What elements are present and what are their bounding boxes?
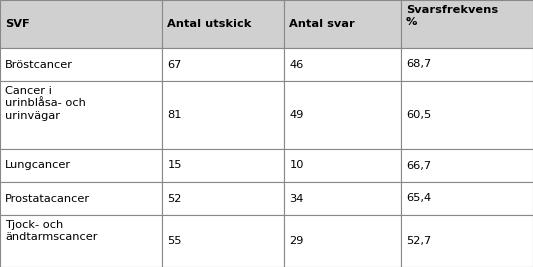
Text: 49: 49 — [289, 110, 304, 120]
Text: 34: 34 — [289, 194, 304, 203]
Bar — [401, 48, 533, 81]
Bar — [401, 81, 533, 149]
Text: Prostatacancer: Prostatacancer — [5, 194, 90, 203]
Text: Antal svar: Antal svar — [289, 19, 355, 29]
Text: 81: 81 — [167, 110, 182, 120]
Bar — [163, 182, 284, 215]
Bar — [163, 0, 284, 48]
Bar — [284, 81, 401, 149]
Bar — [0, 81, 163, 149]
Bar — [163, 215, 284, 267]
Text: Svarsfrekvens
%: Svarsfrekvens % — [406, 5, 498, 28]
Bar — [284, 215, 401, 267]
Text: 60,5: 60,5 — [406, 110, 431, 120]
Bar — [163, 48, 284, 81]
Text: 65,4: 65,4 — [406, 194, 431, 203]
Text: 66,7: 66,7 — [406, 160, 431, 171]
Text: 29: 29 — [289, 236, 304, 246]
Bar — [401, 149, 533, 182]
Bar — [284, 48, 401, 81]
Bar — [0, 215, 163, 267]
Bar — [284, 149, 401, 182]
Text: SVF: SVF — [5, 19, 30, 29]
Text: 46: 46 — [289, 60, 303, 69]
Bar — [401, 215, 533, 267]
Bar — [0, 182, 163, 215]
Text: 67: 67 — [167, 60, 182, 69]
Text: 68,7: 68,7 — [406, 60, 431, 69]
Text: Antal utskick: Antal utskick — [167, 19, 252, 29]
Text: 52,7: 52,7 — [406, 236, 431, 246]
Bar — [401, 0, 533, 48]
Text: 55: 55 — [167, 236, 182, 246]
Bar — [0, 149, 163, 182]
Text: Cancer i
urinblåsa- och
urinvägar: Cancer i urinblåsa- och urinvägar — [5, 86, 86, 121]
Bar — [284, 182, 401, 215]
Bar — [163, 149, 284, 182]
Text: Lungcancer: Lungcancer — [5, 160, 71, 171]
Bar — [0, 0, 163, 48]
Bar — [401, 182, 533, 215]
Text: 15: 15 — [167, 160, 182, 171]
Bar — [163, 81, 284, 149]
Bar — [284, 0, 401, 48]
Text: Bröstcancer: Bröstcancer — [5, 60, 73, 69]
Bar — [0, 48, 163, 81]
Text: Tjock- och
ändtarmscancer: Tjock- och ändtarmscancer — [5, 220, 98, 242]
Text: 52: 52 — [167, 194, 182, 203]
Text: 10: 10 — [289, 160, 304, 171]
